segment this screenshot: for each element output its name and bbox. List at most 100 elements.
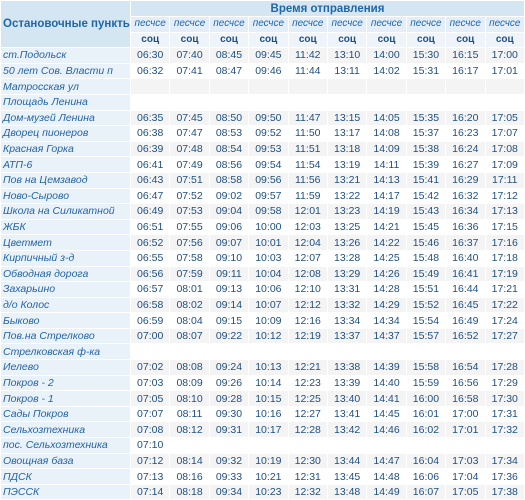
empty-cell (287, 343, 328, 361)
empty-cell (484, 343, 525, 361)
departure-time: 12:04 (287, 234, 328, 251)
departure-time: 13:18 (326, 140, 368, 158)
stop-name: Дом-музей Ленина (0, 109, 131, 127)
departure-time: 16:00 (405, 390, 447, 407)
departure-time: 10:12 (248, 327, 289, 345)
departure-time: 07:59 (169, 265, 210, 283)
departure-time: 08:56 (208, 156, 250, 173)
empty-cell (208, 78, 250, 95)
departure-time: 16:23 (445, 125, 486, 142)
departure-time: 12:12 (287, 296, 328, 314)
stop-name: Овощная база (0, 452, 131, 470)
empty-cell (445, 93, 486, 111)
departure-time: 17:01 (484, 62, 525, 80)
empty-cell (366, 78, 407, 95)
departure-time: 12:31 (287, 468, 328, 485)
empty-cell (248, 78, 289, 95)
departure-time: 15:43 (405, 203, 447, 220)
departure-time: 16:36 (445, 218, 486, 236)
departure-time: 14:13 (366, 171, 407, 189)
departure-time: 07:40 (169, 47, 210, 64)
departure-time: 07:45 (169, 109, 210, 127)
header-row: соц соц соц соц соц соц соц соц соц соц (1, 31, 525, 49)
departure-time: 14:34 (366, 312, 407, 329)
departure-time: 15:45 (405, 218, 447, 236)
departure-time: 17:24 (484, 312, 525, 329)
departure-time: 15:30 (405, 47, 447, 64)
departure-time: 16:04 (405, 452, 447, 470)
empty-cell (208, 343, 250, 361)
empty-cell (208, 437, 250, 454)
departure-time: 08:12 (169, 421, 210, 439)
departure-time: 15:39 (405, 156, 447, 173)
departure-time: 14:45 (366, 405, 407, 423)
departure-time: 09:46 (248, 62, 289, 80)
stop-row: Обводная дорога 06:56 07:59 09:11 10:04 12:08… (0, 265, 525, 283)
departure-time: 17:12 (484, 187, 525, 205)
departure-time: 10:01 (248, 234, 289, 251)
empty-cell (169, 437, 210, 454)
stop-name: Ново-Сырово (0, 187, 131, 205)
empty-cell (169, 343, 210, 361)
empty-cell (129, 343, 171, 361)
departure-time: 10:04 (248, 265, 289, 283)
departure-time: 13:32 (326, 296, 368, 314)
departure-time: 16:06 (405, 468, 447, 485)
departure-time: 16:15 (445, 47, 486, 64)
departure-time: 14:25 (366, 249, 407, 267)
departure-time: 14:49 (366, 483, 407, 500)
departure-time: 16:52 (445, 327, 486, 345)
departure-time: 17:11 (484, 171, 525, 189)
empty-cell (248, 93, 289, 111)
empty-cell (169, 78, 210, 95)
departure-time: 08:47 (208, 62, 250, 80)
departure-time: 16:29 (445, 171, 486, 189)
route-type: песчсе (129, 16, 171, 33)
stop-name: Сельхозтехника (0, 421, 131, 439)
departure-time: 10:15 (248, 390, 289, 407)
departure-time: 08:18 (169, 483, 210, 500)
stop-name: Иелево (0, 359, 131, 376)
departure-time: 13:22 (326, 187, 368, 205)
departure-time: 13:17 (326, 125, 368, 142)
departure-time: 12:27 (287, 405, 328, 423)
departure-time: 16:02 (405, 421, 447, 439)
departure-time: 07:49 (169, 156, 210, 173)
departure-time: 14:09 (366, 140, 407, 158)
departure-time: 08:04 (169, 312, 210, 329)
departure-time: 13:19 (326, 156, 368, 173)
departure-time: 11:47 (287, 109, 328, 127)
departure-time: 17:30 (484, 390, 525, 407)
stop-row: Иелево 07:02 08:08 09:24 10:13 12:21 13:38 14:3… (0, 359, 525, 376)
empty-cell (484, 78, 525, 95)
departure-time: 09:50 (248, 109, 289, 127)
empty-cell (484, 93, 525, 111)
departure-time: 12:21 (287, 359, 328, 376)
header-row: Остановочные пункты Время отправления (0, 0, 525, 49)
empty-cell (366, 343, 407, 361)
departure-time: 10:07 (248, 296, 289, 314)
departure-time: 11:42 (287, 47, 328, 64)
departure-time: 06:59 (129, 312, 171, 329)
route-kind: соц (169, 31, 210, 49)
stop-row: Красная Горка 06:39 07:48 08:54 09:53 11:51 13… (0, 140, 525, 158)
departure-time: 17:04 (445, 468, 486, 485)
route-kind: соц (326, 31, 368, 49)
departure-time: 13:31 (326, 281, 368, 298)
departure-time: 08:14 (169, 452, 210, 470)
departure-time: 16:34 (445, 203, 486, 220)
stop-name: Покров - 2 (0, 374, 131, 392)
departure-time: 14:46 (366, 421, 407, 439)
departure-time: 13:44 (326, 452, 368, 470)
stop-row: пос. Сельхозтехника 07:10 (0, 437, 525, 454)
departure-time: 17:00 (445, 405, 486, 423)
departure-time: 09:15 (208, 312, 250, 329)
departure-time: 17:08 (484, 140, 525, 158)
departure-time: 13:23 (326, 203, 368, 220)
departure-time: 06:30 (129, 47, 171, 64)
empty-cell (366, 93, 407, 111)
departure-time: 07:02 (129, 359, 171, 376)
route-type: песчсе (287, 16, 328, 33)
departure-time: 13:15 (326, 109, 368, 127)
departure-time: 14:28 (366, 281, 407, 298)
